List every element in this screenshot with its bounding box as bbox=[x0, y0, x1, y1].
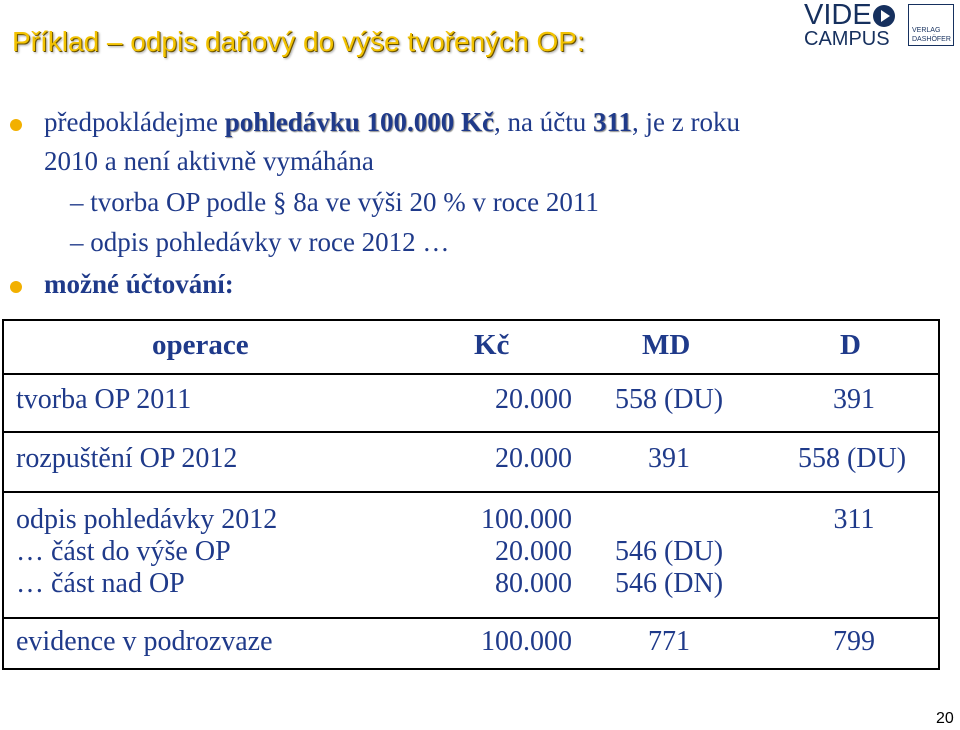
row1-operace: tvorba OP 2011 bbox=[16, 384, 192, 415]
logo-verlag-text: VERLAG bbox=[912, 27, 941, 34]
row3-kc-1: 100.000 bbox=[481, 504, 572, 535]
row3-operace-3: … část nad OP bbox=[16, 568, 185, 599]
row4-operace: evidence v podrozvaze bbox=[16, 626, 273, 657]
sub-bullet-1: – tvorba OP podle § 8a ve výši 20 % v ro… bbox=[70, 187, 599, 217]
row3-kc-2: 20.000 bbox=[495, 536, 572, 567]
row3-operace-1: odpis pohledávky 2012 bbox=[16, 504, 278, 535]
row4-kc: 100.000 bbox=[481, 626, 572, 657]
table-divider bbox=[4, 431, 938, 433]
row2-d: 558 (DU) bbox=[797, 443, 907, 474]
bullet-1-post: , je z roku bbox=[632, 107, 740, 137]
row4-md: 771 bbox=[648, 626, 690, 657]
table-divider bbox=[4, 373, 938, 375]
logo-dashofer-text: DASHÖFER bbox=[912, 36, 951, 43]
table-divider bbox=[4, 491, 938, 493]
header-kc: Kč bbox=[474, 329, 510, 361]
row3-operace-2: … část do výše OP bbox=[16, 536, 231, 567]
highlight-account: 311 bbox=[592, 107, 632, 137]
row1-md: 558 (DU) bbox=[614, 384, 724, 415]
row3-d-1: 311 bbox=[833, 504, 875, 535]
row1-d: 391 bbox=[833, 384, 875, 415]
table-divider bbox=[4, 617, 938, 619]
row1-kc: 20.000 bbox=[495, 384, 572, 415]
row2-md: 391 bbox=[648, 443, 690, 474]
verlag-dashofer-logo: VERLAG DASHÖFER bbox=[908, 4, 954, 46]
header-md: MD bbox=[642, 329, 691, 361]
row3-kc-3: 80.000 bbox=[495, 568, 572, 599]
row2-operace: rozpuštění OP 2012 bbox=[16, 443, 238, 474]
logo-campus-text: CAMPUS bbox=[804, 28, 890, 50]
header-operace: operace bbox=[152, 329, 249, 361]
bullet-icon bbox=[10, 281, 22, 293]
logo-video-text: VIDE bbox=[804, 0, 872, 31]
header-d: D bbox=[840, 329, 861, 361]
bullet-2: možné účtování: bbox=[44, 269, 234, 299]
row3-md-3: 546 (DN) bbox=[614, 568, 724, 599]
play-icon bbox=[873, 5, 895, 27]
bullet-1-line-1: předpokládejme pohledávku 100.000 Kč, na… bbox=[44, 106, 740, 138]
page-number: 20 bbox=[936, 710, 954, 727]
accounting-table: operace Kč MD D tvorba OP 2011 20.000 55… bbox=[2, 319, 940, 670]
bullet-1-mid: , na účtu bbox=[494, 107, 593, 137]
sub-bullet-2: – odpis pohledávky v roce 2012 … bbox=[70, 227, 450, 257]
row4-d: 799 bbox=[833, 626, 875, 657]
video-campus-logo: VIDE CAMPUS VERLAG DASHÖFER bbox=[800, 0, 958, 50]
bullet-1-pre: předpokládejme bbox=[44, 107, 225, 137]
highlight-receivable: pohledávku 100.000 Kč bbox=[224, 107, 494, 137]
row3-md-2: 546 (DU) bbox=[614, 536, 724, 567]
bullet-icon bbox=[10, 119, 22, 131]
row2-kc: 20.000 bbox=[495, 443, 572, 474]
slide-title: Příklad – odpis daňový do výše tvořených… bbox=[12, 26, 585, 57]
bullet-1-line-2: 2010 a není aktivně vymáhána bbox=[44, 146, 374, 176]
